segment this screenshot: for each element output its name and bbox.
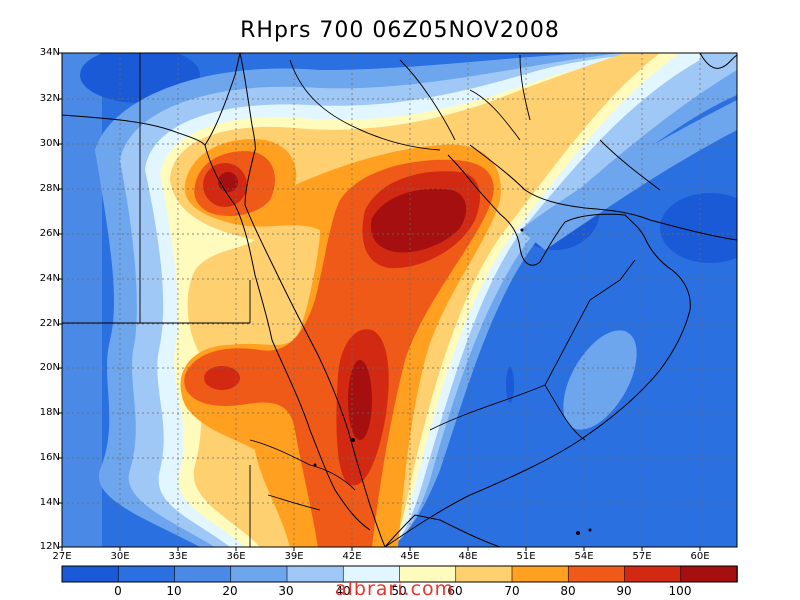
lat-label-22n: 22N — [39, 318, 60, 329]
dry-patch-east — [660, 193, 737, 263]
colorbar-label-0: 0 — [114, 584, 122, 598]
lon-label-60e: 60E — [690, 551, 710, 562]
lon-label-54e: 54E — [574, 551, 594, 562]
watermark-text: albrari.com — [335, 578, 455, 600]
lat-label-26n: 26N — [39, 228, 60, 239]
colorbar-cell-3 — [230, 565, 288, 583]
lon-label-45e: 45E — [400, 551, 420, 562]
field-west-band — [62, 53, 102, 547]
colorbar-cell-8 — [511, 565, 570, 583]
rh-30-40-streak-east — [520, 100, 737, 250]
lat-label-34n: 34N — [39, 47, 60, 58]
lon-label-30e: 30E — [110, 551, 130, 562]
lon-label-33e: 33E — [168, 551, 188, 562]
lat-label-30n: 30N — [39, 138, 60, 149]
rh-30-40-zone-oman — [563, 330, 637, 430]
lon-label-27e: 27E — [52, 551, 72, 562]
humidity-field — [62, 53, 737, 547]
colorbar-label-100: 100 — [668, 584, 692, 598]
colorbar-cell-9 — [567, 565, 626, 583]
country-borders — [139, 53, 661, 547]
lat-label-16n: 16N — [39, 452, 60, 463]
lat-label-32n: 32N — [39, 93, 60, 104]
lat-label-20n: 20N — [39, 362, 60, 373]
rh-95-zone-sudan — [204, 366, 240, 390]
dry-patch-south — [506, 367, 514, 403]
lon-label-36e: 36E — [226, 551, 246, 562]
lon-label-51e: 51E — [516, 551, 536, 562]
coastlines — [62, 53, 737, 547]
colorbar-label-50: 50 — [391, 584, 407, 598]
colorbar-cell-2 — [174, 565, 232, 583]
colorbar-label-30: 30 — [278, 584, 294, 598]
colorbar-cell-0 — [61, 565, 120, 583]
colorbar-label-40: 40 — [335, 584, 351, 598]
islands — [313, 228, 592, 535]
colorbar-label-70: 70 — [504, 584, 520, 598]
lat-label-14n: 14N — [39, 497, 60, 508]
colorbar-frame — [61, 565, 738, 583]
axis-ticks — [58, 52, 701, 551]
lat-label-28n: 28N — [39, 183, 60, 194]
colorbar-label-20: 20 — [222, 584, 238, 598]
colorbar-cell-1 — [117, 565, 176, 583]
lat-label-18n: 18N — [39, 407, 60, 418]
map-title: RHprs 700 06Z05NOV2008 — [240, 18, 560, 43]
gridlines — [62, 53, 737, 547]
lat-label-12n: 12N — [39, 541, 60, 552]
map-frame — [61, 52, 738, 548]
colorbar-cell-7 — [455, 565, 513, 583]
lon-label-42e: 42E — [342, 551, 362, 562]
colorbar-cells — [61, 565, 738, 583]
lat-label-24n: 24N — [39, 273, 60, 284]
colorbar-cell-11 — [680, 565, 738, 583]
lon-label-39e: 39E — [284, 551, 304, 562]
colorbar-cell-10 — [624, 565, 682, 583]
rh-100-zone-south — [348, 360, 372, 440]
lon-label-48e: 48E — [458, 551, 478, 562]
lon-label-57e: 57E — [632, 551, 652, 562]
colorbar-label-90: 90 — [616, 584, 632, 598]
colorbar-label-60: 60 — [447, 584, 463, 598]
rh-100-zone-north — [370, 188, 467, 253]
colorbar-label-80: 80 — [560, 584, 576, 598]
colorbar-label-10: 10 — [166, 584, 182, 598]
